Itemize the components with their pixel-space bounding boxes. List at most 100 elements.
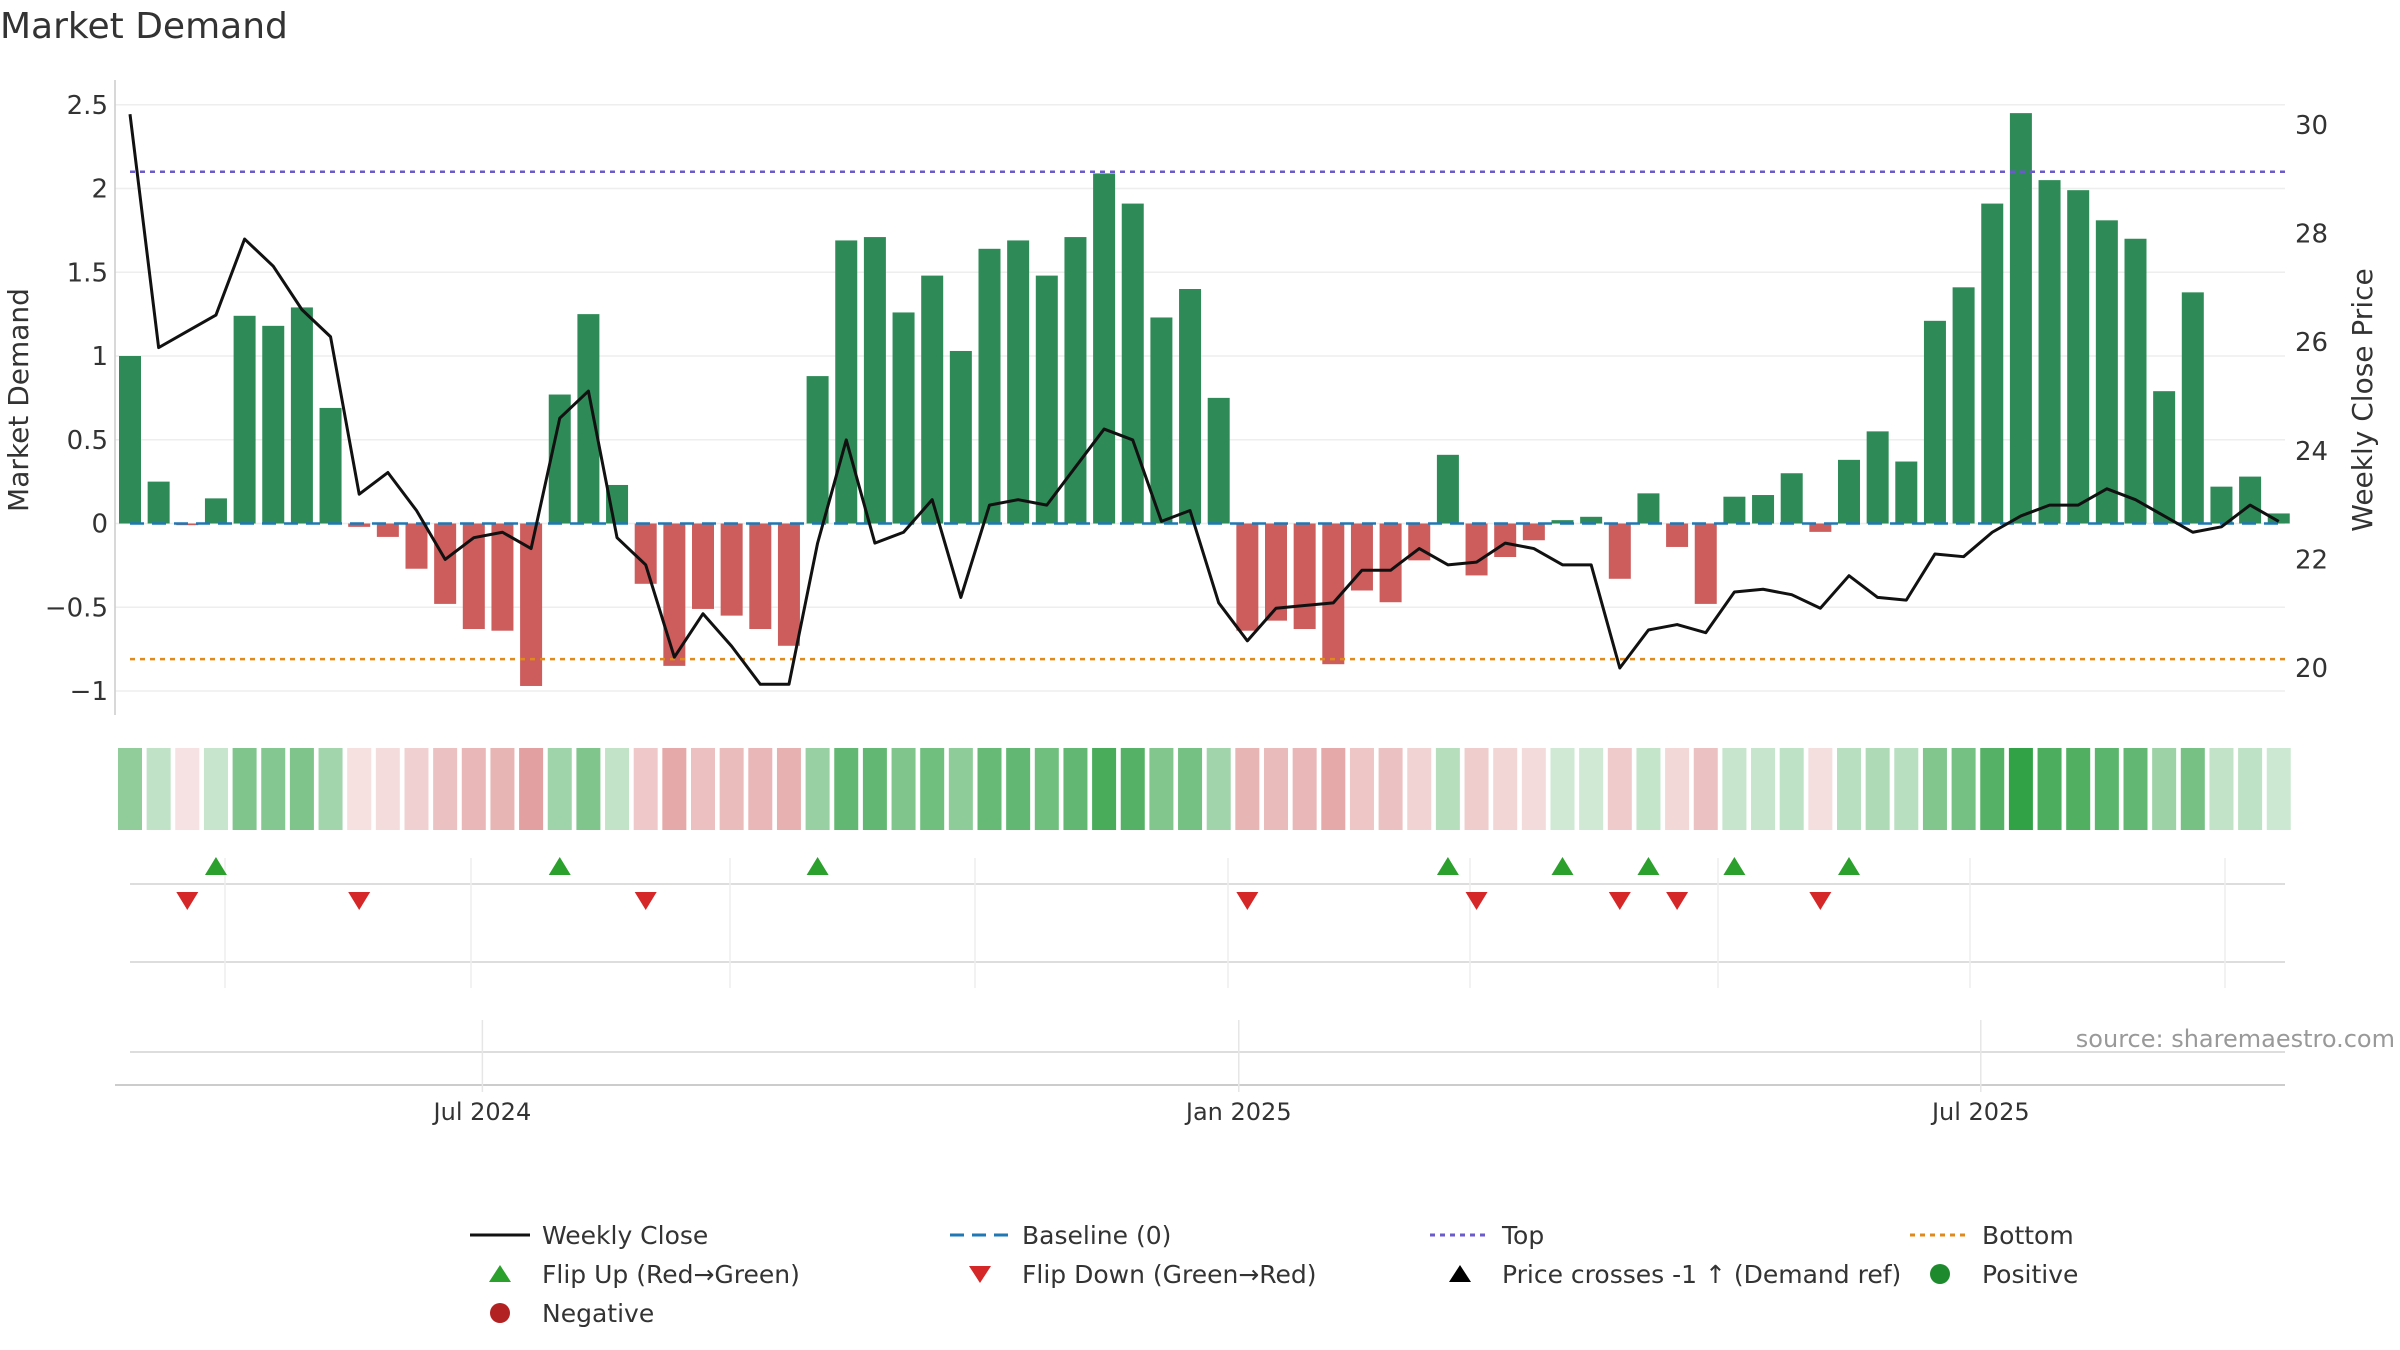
heat-cell xyxy=(232,748,257,830)
flip-up-marker xyxy=(1838,857,1860,875)
flip-up-marker xyxy=(548,857,571,875)
bar-positive xyxy=(2267,513,2290,524)
heat-cell xyxy=(461,748,486,830)
legend-label: Top xyxy=(1501,1221,1544,1250)
bar-positive xyxy=(1551,520,1574,524)
heat-cell xyxy=(748,748,773,830)
bar-negative xyxy=(1809,523,1832,532)
heat-cell xyxy=(1808,748,1833,830)
heat-cell xyxy=(1149,748,1174,830)
legend-label: Flip Down (Green→Red) xyxy=(1022,1260,1317,1289)
bar-negative xyxy=(1494,523,1517,557)
legend-item: Top xyxy=(1430,1221,1544,1250)
bar-negative xyxy=(1694,523,1717,604)
bar-positive xyxy=(921,275,944,524)
heat-cell xyxy=(261,748,286,830)
bar-positive xyxy=(2153,391,2176,524)
legend-swatch-triangle-up xyxy=(489,1265,511,1282)
bar-negative xyxy=(663,523,686,666)
heat-cell xyxy=(2266,748,2291,830)
flip-down-marker xyxy=(1809,892,1832,910)
legend-label: Positive xyxy=(1982,1260,2078,1289)
heat-cell xyxy=(891,748,916,830)
heat-cell xyxy=(289,748,314,830)
y-tick-label-right: 24 xyxy=(2295,437,2328,467)
flip-down-marker xyxy=(1465,892,1488,910)
bar-negative xyxy=(348,523,371,527)
bar-positive xyxy=(147,481,170,524)
bar-positive xyxy=(835,240,858,524)
flip-down-marker xyxy=(1666,892,1689,910)
weekly-close-line xyxy=(128,113,2280,686)
y-axis-label-left: Market Demand xyxy=(2,288,35,512)
heat-cell xyxy=(1636,748,1661,830)
heat-cell xyxy=(1894,748,1919,830)
heat-cell xyxy=(776,748,801,830)
bar-negative xyxy=(1350,523,1373,591)
y-tick-label-left: 1 xyxy=(91,342,108,372)
heat-cell xyxy=(2209,748,2234,830)
bar-positive xyxy=(1007,240,1030,524)
heat-cell xyxy=(2066,748,2091,830)
heat-cell xyxy=(1006,748,1031,830)
heat-cell xyxy=(519,748,544,830)
legend-swatch-triangle-up xyxy=(1449,1265,1471,1282)
legend-item: Flip Up (Red→Green) xyxy=(489,1260,800,1289)
heat-cell xyxy=(1235,748,1260,830)
heat-cell xyxy=(633,748,658,830)
bar-negative xyxy=(1265,523,1287,621)
heat-cell xyxy=(691,748,715,830)
bar-negative xyxy=(376,523,399,537)
heat-cell xyxy=(1292,748,1317,830)
heat-cell xyxy=(1980,748,2005,830)
bar-positive xyxy=(319,407,342,524)
heat-cell xyxy=(547,748,572,830)
legend-item: Baseline (0) xyxy=(950,1221,1171,1250)
heat-cell xyxy=(1693,748,1718,830)
heat-cell xyxy=(1665,748,1690,830)
bar-negative xyxy=(634,523,657,584)
bar-positive xyxy=(1752,495,1775,524)
heat-cell xyxy=(1922,748,1947,830)
heat-cell xyxy=(347,748,372,830)
bar-positive xyxy=(262,325,285,524)
heat-cell xyxy=(1063,748,1088,830)
bar-positive xyxy=(1436,454,1459,524)
bar-positive xyxy=(1923,320,1946,524)
heat-cell xyxy=(1349,748,1374,830)
heat-cell xyxy=(1321,748,1346,830)
heat-cell xyxy=(1378,748,1403,830)
legend-item: Price crosses -1 ↑ (Demand ref) xyxy=(1449,1260,1901,1289)
legend-label: Baseline (0) xyxy=(1022,1221,1171,1250)
heat-cell xyxy=(1120,748,1145,830)
legend-item: Positive xyxy=(1930,1260,2078,1289)
bar-negative xyxy=(434,523,457,604)
x-tick-label: Jul 2024 xyxy=(432,1098,532,1126)
heat-cell xyxy=(2037,748,2062,830)
y-tick-label-left: 1.5 xyxy=(67,258,108,288)
heat-cell xyxy=(1550,748,1575,830)
heat-cell xyxy=(1865,748,1890,830)
flip-up-marker xyxy=(1436,857,1459,875)
heat-cell xyxy=(1607,748,1632,830)
heat-cell xyxy=(1407,748,1432,830)
bar-positive xyxy=(1637,493,1660,524)
bar-positive xyxy=(1580,516,1603,524)
heat-cell xyxy=(1751,748,1776,830)
flip-down-marker xyxy=(176,892,199,910)
heat-cell xyxy=(203,748,228,830)
y-tick-label-left: −1 xyxy=(70,677,108,707)
y-tick-label-left: 2 xyxy=(91,175,108,205)
bar-positive xyxy=(548,394,571,524)
legend-label: Bottom xyxy=(1982,1221,2074,1250)
bar-positive xyxy=(978,248,1001,524)
heat-cell xyxy=(1722,748,1747,830)
bar-positive xyxy=(1866,431,1889,524)
bar-negative xyxy=(462,523,485,630)
heat-cell xyxy=(719,748,744,830)
bar-positive xyxy=(1981,203,2004,524)
bar-negative xyxy=(1465,523,1488,576)
flip-up-marker xyxy=(204,857,227,875)
flip-up-marker xyxy=(1637,857,1660,875)
